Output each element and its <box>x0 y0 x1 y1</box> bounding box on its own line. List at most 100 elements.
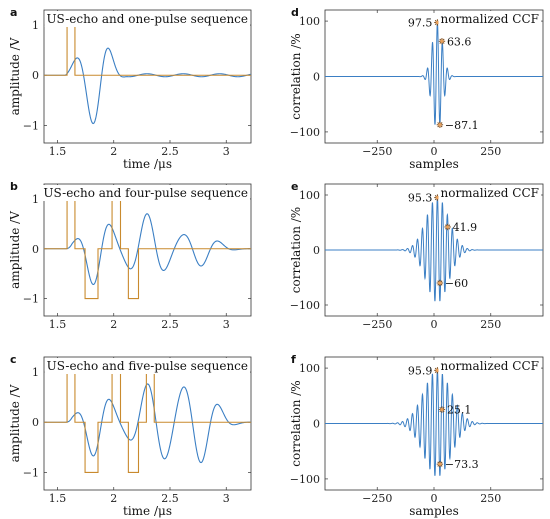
x-tick-label: 3 <box>223 492 230 505</box>
chart-title: US-echo and five-pulse sequence <box>47 359 248 373</box>
plot-area <box>44 371 251 473</box>
y-tick-label: 1 <box>32 193 39 206</box>
y-tick-label: −100 <box>290 126 320 139</box>
panel-letter: c <box>10 353 17 366</box>
y-tick-label: 100 <box>299 189 320 202</box>
peak-marker <box>436 121 444 128</box>
y-tick-label: 0 <box>32 416 39 429</box>
x-tick-label: 0 <box>431 145 438 158</box>
ccf-line <box>325 197 543 302</box>
chart-title: normalized CCF <box>440 359 539 373</box>
peak-value-label: 95.3 <box>408 192 433 205</box>
axes-box <box>43 356 252 491</box>
y-tick-label: 0 <box>32 69 39 82</box>
x-tick-label: 2.5 <box>161 318 179 331</box>
peak-marker <box>436 279 444 287</box>
y-tick-label: 1 <box>32 19 39 32</box>
title-background <box>438 185 541 201</box>
x-tick-label: 0 <box>431 492 438 505</box>
plot-area <box>325 197 543 302</box>
peak-marker <box>444 223 451 231</box>
panel-a: 1.5 2 2.5 3 −1 0 1 time /μs amplitude /V a US-echo… <box>8 6 252 171</box>
title-background <box>44 11 250 27</box>
y-tick-label: 0 <box>313 71 320 84</box>
x-tick-label: −250 <box>362 492 392 505</box>
y-tick-label: 1 <box>32 366 39 379</box>
x-tick-label: 250 <box>480 145 501 158</box>
ccf-line <box>325 22 543 126</box>
chart-title: US-echo and four-pulse sequence <box>43 186 248 200</box>
peak-marker <box>438 38 446 45</box>
x-tick-label: 250 <box>480 492 501 505</box>
y-tick-label: −1 <box>23 466 39 479</box>
x-tick-label: −250 <box>362 318 392 331</box>
y-axis-label: correlation /% <box>289 33 303 119</box>
peak-value-label: 95.9 <box>408 364 433 377</box>
panel-f: −250 0 250 −100 0 100 samples correlation /% f 95… <box>289 353 544 518</box>
title-background <box>41 185 250 201</box>
y-tick-label: 0 <box>32 243 39 256</box>
panel-d: −250 0 250 −100 0 100 samples correlation /% d 97… <box>289 6 544 171</box>
pulse-sequence-line <box>44 371 251 473</box>
x-tick-label: 1.5 <box>49 318 67 331</box>
panel-e: −250 0 250 −100 0 100 correlation /% e 95.3 41.9 −… <box>289 180 544 331</box>
x-axis-label: samples <box>409 504 458 518</box>
x-tick-label: 0 <box>431 318 438 331</box>
peak-value-label: −60 <box>445 277 468 290</box>
plot-area <box>44 24 251 125</box>
chart-title: normalized CCF <box>440 12 539 26</box>
title-background <box>44 358 250 374</box>
x-tick-label: 2.5 <box>161 145 179 158</box>
panel-letter: f <box>291 353 296 366</box>
peak-value-label: −87.1 <box>445 119 479 132</box>
y-tick-label: 0 <box>313 244 320 257</box>
x-tick-label: 3 <box>223 145 230 158</box>
y-axis-label: correlation /% <box>289 207 303 293</box>
x-tick-label: 1.5 <box>49 145 67 158</box>
us-echo-line <box>44 47 251 125</box>
y-tick-label: −100 <box>290 299 320 312</box>
y-tick-label: 100 <box>299 362 320 375</box>
x-tick-label: 2 <box>110 318 117 331</box>
us-echo-line <box>44 213 251 286</box>
panel-letter: d <box>291 6 299 19</box>
x-axis-label: time /μs <box>123 504 172 518</box>
x-tick-label: 250 <box>480 318 501 331</box>
title-background <box>438 358 541 374</box>
panel-letter: b <box>10 180 18 193</box>
x-tick-label: 2.5 <box>161 492 179 505</box>
plot-area <box>325 370 543 476</box>
peak-value-label: 41.9 <box>453 221 478 234</box>
plot-area <box>44 198 251 300</box>
panel-letter: a <box>10 6 17 19</box>
y-tick-label: −1 <box>23 293 39 306</box>
peak-value-label: −73.3 <box>445 458 479 471</box>
y-tick-label: −100 <box>290 473 320 486</box>
axes-box <box>43 9 252 144</box>
peak-marker <box>438 406 446 413</box>
axes-box <box>43 183 252 317</box>
x-tick-label: 1.5 <box>49 492 67 505</box>
y-tick-label: −1 <box>23 119 39 132</box>
panel-c: 1.5 2 2.5 3 −1 0 1 time /μs amplitude /V c US-echo… <box>8 353 252 518</box>
panel-letter: e <box>291 180 298 193</box>
plot-area <box>325 22 543 126</box>
y-tick-label: 100 <box>299 15 320 28</box>
peak-marker <box>436 460 444 468</box>
y-tick-label: 0 <box>313 418 320 431</box>
x-axis-label: time /μs <box>123 157 172 171</box>
y-axis-label: amplitude /V <box>8 37 22 115</box>
peak-value-label: 63.6 <box>447 35 472 48</box>
us-echo-line <box>44 383 251 464</box>
title-background <box>438 11 541 27</box>
peak-value-label: 25.1 <box>447 404 472 417</box>
y-axis-label: correlation /% <box>289 380 303 466</box>
x-tick-label: 2 <box>110 145 117 158</box>
peak-value-label: 97.5 <box>408 16 433 29</box>
x-tick-label: 3 <box>223 318 230 331</box>
x-axis-label: samples <box>409 157 458 171</box>
pulse-sequence-line <box>44 24 251 76</box>
x-tick-label: −250 <box>362 145 392 158</box>
chart-title: US-echo and one-pulse sequence <box>46 12 248 26</box>
